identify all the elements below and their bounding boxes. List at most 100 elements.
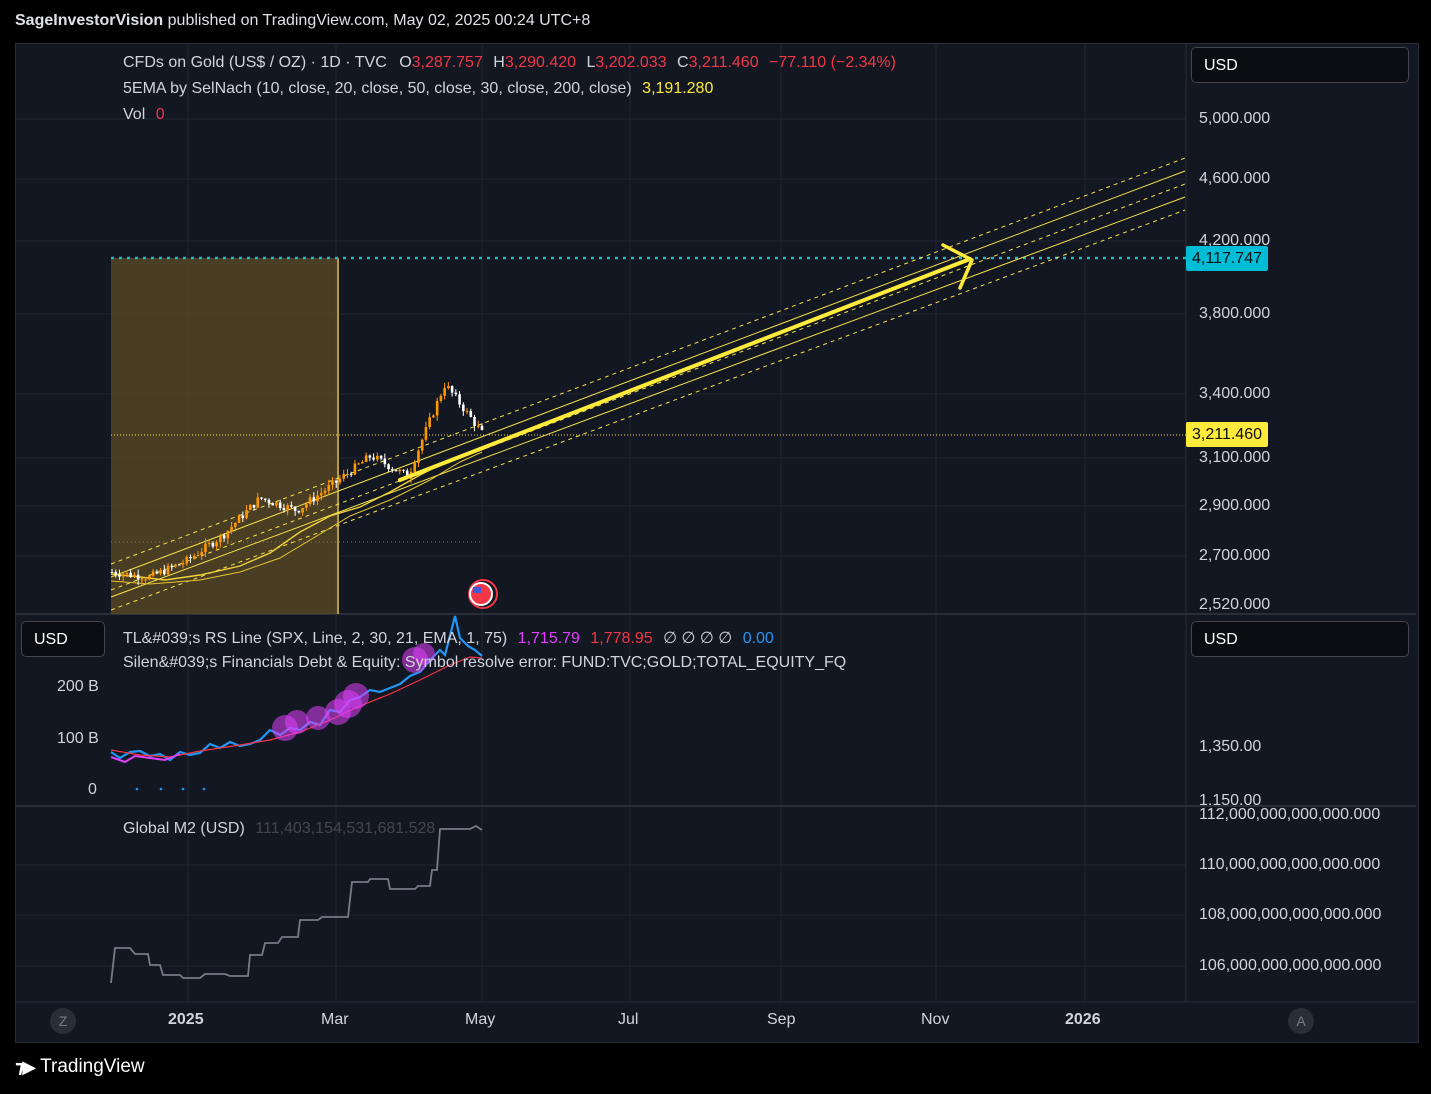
candle-body — [454, 392, 458, 395]
publish-header: SageInvestorVision published on TradingV… — [15, 12, 590, 30]
ema-label: 5EMA by SelNach (10, close, 20, close, 5… — [123, 80, 632, 97]
candle-body — [170, 565, 174, 567]
rs-bubble — [285, 710, 309, 734]
rs-right-tick: 1,150.00 — [1199, 792, 1262, 805]
candle-body — [125, 572, 129, 575]
candle-body — [215, 542, 218, 547]
candle-body — [118, 574, 121, 577]
currency-button-rs-left[interactable]: USD — [21, 621, 105, 657]
us-flag-icon — [469, 582, 493, 606]
candle-body — [469, 410, 473, 417]
candle-body — [439, 395, 443, 401]
candle-body — [476, 425, 480, 427]
candle-body — [394, 469, 398, 472]
time-tick: 2025 — [168, 1011, 204, 1028]
tradingview-logo-icon: ⁊▶ — [15, 1056, 36, 1078]
candle-body — [267, 499, 271, 504]
rs-bubble — [343, 683, 369, 709]
candle-body — [245, 510, 248, 519]
date-range-box — [111, 258, 338, 614]
candle-body — [189, 556, 192, 559]
candle-body — [383, 458, 387, 465]
candle-body — [219, 535, 222, 543]
candle-body — [282, 508, 286, 511]
candle-body — [364, 455, 368, 462]
rs-left-tick: 0 — [88, 781, 97, 798]
candle-body — [428, 417, 431, 428]
candle-body — [413, 462, 417, 472]
candle-body — [166, 565, 170, 575]
ema-legend[interactable]: 5EMA by SelNach (10, close, 20, close, 5… — [123, 80, 713, 98]
candle-body — [151, 571, 155, 576]
candle-body — [133, 574, 136, 577]
candle-body — [204, 543, 207, 553]
candle-body — [424, 427, 428, 440]
m2-tick: 112,000,000,000,000.000 — [1199, 806, 1381, 823]
candle-body — [420, 439, 424, 451]
channel-lower-inner — [110, 196, 1186, 598]
candle-body — [290, 505, 293, 507]
candle-body — [435, 400, 439, 416]
financials-legend[interactable]: Silen&#039;s Financials Debt & Equity: S… — [123, 654, 846, 672]
candle-body — [129, 572, 132, 577]
candle-body — [260, 497, 263, 499]
price-tick: 4,600.000 — [1199, 170, 1271, 187]
rs-dot — [202, 787, 206, 791]
price-tick: 4,200.000 — [1199, 232, 1271, 249]
rs-dot — [181, 787, 185, 791]
time-tick: Mar — [321, 1011, 349, 1028]
m2-legend[interactable]: Global M2 (USD) 111,403,154,531,681.528 — [123, 820, 435, 838]
symbol-legend[interactable]: CFDs on Gold (US$ / OZ) · 1D · TVC O3,28… — [123, 54, 896, 72]
m2-tick: 110,000,000,000,000.000 — [1199, 856, 1381, 873]
candle-body — [316, 495, 319, 502]
tradingview-footer[interactable]: ⁊▶ TradingView — [15, 1056, 145, 1078]
rs-empty-values: ∅ ∅ ∅ ∅ — [663, 630, 733, 647]
ohlc-close: C3,211.460 — [677, 54, 759, 71]
candle-body — [331, 480, 334, 485]
candle-body — [234, 522, 237, 527]
candle-body — [458, 394, 461, 405]
rs-dots — [135, 787, 206, 791]
timezone-button[interactable]: Z — [50, 1008, 76, 1034]
candle-body — [361, 461, 364, 464]
candle-body — [185, 556, 189, 564]
target-price-label: 4,117.747 — [1186, 246, 1268, 271]
candle-body — [346, 473, 349, 475]
candle-body — [376, 455, 379, 460]
candle-body — [222, 535, 226, 539]
candle-body — [207, 542, 211, 544]
channel-upper-inner — [110, 170, 1186, 578]
rs-legend[interactable]: TL&#039;s RS Line (SPX, Line, 2, 30, 21,… — [123, 628, 774, 648]
candle-body — [136, 574, 140, 580]
candle-body — [121, 574, 125, 577]
rs-label: TL&#039;s RS Line (SPX, Line, 2, 30, 21,… — [123, 630, 508, 647]
candle-body — [256, 497, 260, 508]
candle-body — [465, 410, 469, 412]
price-tick: 2,700.000 — [1199, 547, 1271, 564]
candle-body — [248, 504, 252, 511]
rs-bubble — [306, 706, 330, 730]
rs-value-3: 0.00 — [742, 630, 774, 647]
ohlc-open: O3,287.757 — [399, 54, 483, 71]
time-tick: Sep — [767, 1011, 796, 1028]
candle-body — [297, 510, 301, 513]
currency-button-main[interactable]: USD — [1191, 47, 1409, 83]
rs-dot — [159, 787, 163, 791]
ema-value: 3,191.280 — [642, 80, 714, 97]
candle-body — [379, 455, 383, 459]
forecast-arrow-head — [941, 243, 974, 290]
candle-body — [305, 503, 308, 508]
us-flag-canton — [473, 587, 481, 593]
currency-button-rs-right[interactable]: USD — [1191, 621, 1409, 657]
candle-body — [473, 416, 476, 426]
price-tick: 3,100.000 — [1199, 449, 1271, 466]
m2-line — [110, 824, 483, 984]
volume-legend[interactable]: Vol 0 — [123, 106, 165, 124]
time-tick: May — [465, 1011, 496, 1028]
candle-body — [237, 515, 241, 523]
candle-body — [278, 502, 282, 509]
author-name[interactable]: SageInvestorVision — [15, 12, 164, 29]
forecast-arrow-line — [398, 257, 972, 482]
auto-scale-button[interactable]: A — [1288, 1008, 1314, 1034]
